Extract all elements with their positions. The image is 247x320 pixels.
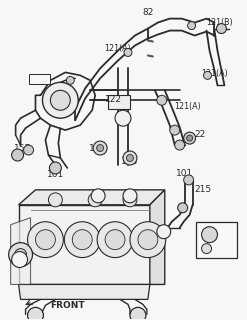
Circle shape	[175, 140, 185, 150]
Circle shape	[123, 193, 137, 207]
Text: A: A	[17, 255, 22, 264]
Text: 121(A): 121(A)	[201, 69, 228, 78]
Circle shape	[123, 189, 137, 203]
Circle shape	[97, 145, 103, 152]
Circle shape	[204, 71, 211, 79]
Text: 160: 160	[88, 144, 106, 153]
Text: 121(A): 121(A)	[174, 102, 201, 111]
Circle shape	[49, 162, 61, 174]
Bar	[29, 74, 50, 84]
Text: B: B	[161, 229, 166, 235]
Text: 157: 157	[14, 144, 31, 153]
Circle shape	[130, 307, 146, 320]
Text: 121(A): 121(A)	[105, 44, 131, 53]
Circle shape	[42, 82, 78, 118]
Circle shape	[157, 225, 171, 239]
Circle shape	[124, 49, 132, 56]
Polygon shape	[150, 190, 165, 284]
Circle shape	[170, 125, 180, 135]
Text: 66: 66	[215, 244, 224, 253]
Circle shape	[216, 24, 226, 34]
Text: 22: 22	[194, 130, 205, 139]
Text: 138: 138	[121, 157, 139, 166]
Circle shape	[36, 230, 55, 250]
Circle shape	[23, 145, 34, 155]
Circle shape	[184, 175, 194, 185]
Circle shape	[12, 149, 23, 161]
Polygon shape	[19, 284, 150, 300]
Circle shape	[64, 222, 100, 258]
Circle shape	[188, 22, 196, 29]
Circle shape	[202, 227, 217, 243]
Text: 215: 215	[194, 185, 211, 194]
Circle shape	[48, 193, 62, 207]
Circle shape	[93, 141, 107, 155]
Circle shape	[115, 110, 131, 126]
Circle shape	[178, 203, 188, 213]
Text: 121(B): 121(B)	[206, 18, 233, 27]
Circle shape	[157, 95, 167, 105]
Text: E-19: E-19	[28, 75, 51, 84]
Text: A: A	[120, 114, 126, 123]
Circle shape	[72, 230, 92, 250]
Polygon shape	[19, 205, 150, 284]
Text: 82: 82	[142, 8, 154, 17]
Bar	[108, 95, 130, 109]
Circle shape	[187, 135, 193, 141]
Circle shape	[9, 243, 33, 267]
Text: E-19: E-19	[29, 75, 50, 84]
Text: 161: 161	[47, 171, 64, 180]
Circle shape	[91, 189, 105, 203]
Circle shape	[123, 151, 137, 165]
Circle shape	[88, 193, 102, 207]
Circle shape	[66, 76, 74, 84]
Text: 122: 122	[104, 95, 122, 104]
Circle shape	[105, 230, 125, 250]
Text: B: B	[96, 193, 101, 199]
Circle shape	[130, 222, 166, 258]
Circle shape	[28, 307, 43, 320]
Circle shape	[138, 230, 158, 250]
Circle shape	[15, 249, 26, 260]
Circle shape	[126, 155, 133, 162]
Text: 101: 101	[176, 169, 193, 179]
Polygon shape	[11, 218, 31, 284]
Circle shape	[12, 252, 28, 268]
Circle shape	[28, 222, 63, 258]
Polygon shape	[19, 190, 165, 205]
Circle shape	[202, 244, 211, 253]
Text: FRONT: FRONT	[50, 301, 85, 310]
Bar	[196, 222, 237, 258]
Circle shape	[97, 222, 133, 258]
Text: C: C	[128, 193, 132, 199]
Circle shape	[50, 90, 70, 110]
Text: NSS: NSS	[212, 230, 227, 239]
Circle shape	[184, 132, 196, 144]
